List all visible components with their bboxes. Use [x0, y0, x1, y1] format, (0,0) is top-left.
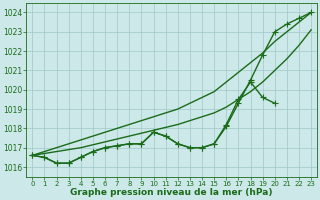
X-axis label: Graphe pression niveau de la mer (hPa): Graphe pression niveau de la mer (hPa) [70, 188, 273, 197]
